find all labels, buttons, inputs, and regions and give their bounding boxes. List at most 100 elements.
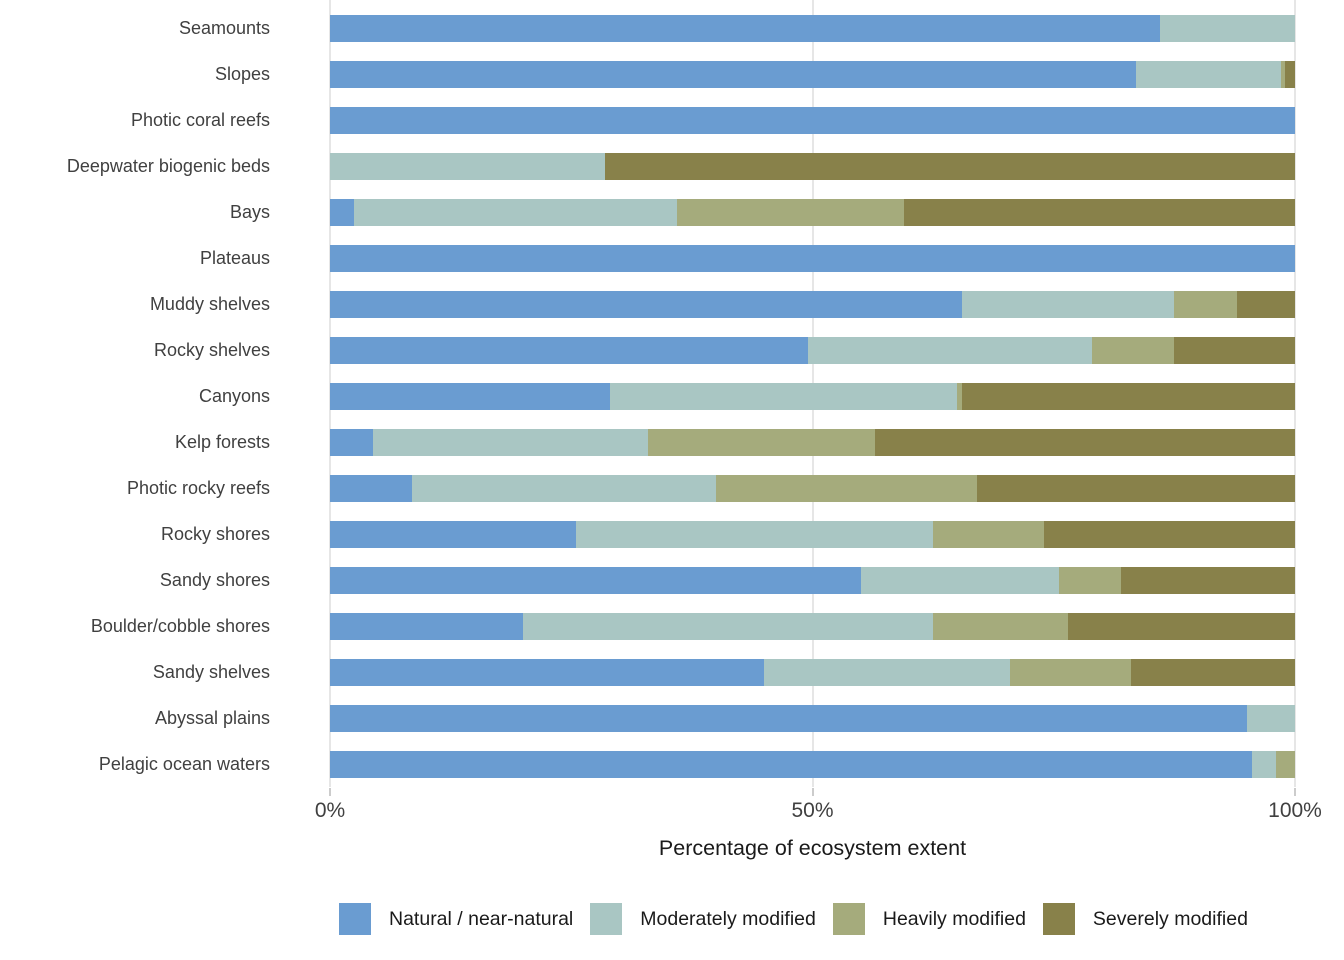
bar-row: [330, 603, 1295, 649]
category-label: Kelp forests: [174, 431, 270, 452]
bar-segment-natural-near-natural: [330, 612, 523, 640]
bar-segment-heavily-modified: [1092, 336, 1175, 364]
bar-segment-moderately-modified: [1159, 14, 1295, 42]
stacked-bar: [330, 14, 1295, 42]
bar-rows: [330, 5, 1295, 787]
bar-row: [330, 419, 1295, 465]
bar-row: [330, 557, 1295, 603]
category-label: Sandy shelves: [152, 661, 270, 682]
category-label: Bays: [229, 201, 270, 222]
bar-segment-severely-modified: [1174, 336, 1295, 364]
category-label: Deepwater biogenic beds: [66, 155, 270, 176]
bar-segment-moderately-modified: [807, 336, 1093, 364]
stacked-bar: [330, 106, 1295, 134]
category-label: Muddy shelves: [149, 293, 270, 314]
bar-segment-natural-near-natural: [330, 474, 413, 502]
bar-segment-severely-modified: [875, 428, 1295, 456]
category-label: Plateaus: [199, 247, 270, 268]
legend-label: Natural / near-natural: [389, 907, 574, 930]
category-label: Abyssal plains: [154, 707, 270, 728]
bar-row: [330, 327, 1295, 373]
bar-segment-natural-near-natural: [330, 336, 808, 364]
bar-row: [330, 373, 1295, 419]
bar-row: [330, 511, 1295, 557]
category-labels: Seamounts Slopes Photic coral reefs Deepwat…: [0, 5, 270, 787]
bar-segment-severely-modified: [1121, 566, 1295, 594]
legend-label: Moderately modified: [640, 907, 816, 930]
bar-segment-moderately-modified: [576, 520, 934, 548]
bar-segment-moderately-modified: [764, 658, 1011, 686]
bar-segment-heavily-modified: [933, 520, 1045, 548]
bar-segment-natural-near-natural: [330, 566, 861, 594]
bar-segment-severely-modified: [1130, 658, 1295, 686]
category-label: Sandy shores: [159, 569, 270, 590]
legend-item: Moderately modified: [590, 903, 816, 935]
bar-segment-natural-near-natural: [330, 60, 1136, 88]
bar-row: [330, 235, 1295, 281]
stacked-bar: [330, 428, 1295, 456]
bar-segment-severely-modified: [962, 382, 1295, 410]
category-label: Rocky shores: [160, 523, 270, 544]
stacked-bar: [330, 566, 1295, 594]
stacked-bar: [330, 750, 1295, 778]
stacked-bar: [330, 198, 1295, 226]
legend-item: Severely modified: [1042, 903, 1248, 935]
bar-segment-moderately-modified: [962, 290, 1175, 318]
category-label: Canyons: [198, 385, 270, 406]
bar-segment-heavily-modified: [933, 612, 1069, 640]
bar-row: [330, 741, 1295, 787]
bar-row: [330, 143, 1295, 189]
bar-segment-heavily-modified: [648, 428, 876, 456]
legend-swatch: [339, 903, 371, 935]
bar-segment-moderately-modified: [373, 428, 649, 456]
category-label: Photic rocky reefs: [126, 477, 270, 498]
bar-segment-severely-modified: [1285, 60, 1295, 88]
stacked-bar: [330, 290, 1295, 318]
bar-segment-severely-modified: [976, 474, 1295, 502]
x-tick-label: 0%: [314, 799, 346, 822]
bar-segment-heavily-modified: [1275, 750, 1295, 778]
bar-row: [330, 189, 1295, 235]
bar-segment-heavily-modified: [1058, 566, 1122, 594]
bar-segment-heavily-modified: [1010, 658, 1131, 686]
bar-segment-natural-near-natural: [330, 106, 1295, 134]
legend-item: Heavily modified: [832, 903, 1026, 935]
category-label: Photic coral reefs: [130, 109, 270, 130]
legend-swatch: [832, 903, 865, 935]
category-label: Seamounts: [178, 17, 270, 38]
bar-segment-heavily-modified: [1174, 290, 1238, 318]
stacked-bar: [330, 382, 1295, 410]
legend-swatch: [590, 903, 623, 935]
bar-segment-heavily-modified: [715, 474, 977, 502]
stacked-bar: [330, 336, 1295, 364]
bar-row: [330, 465, 1295, 511]
bar-segment-severely-modified: [1068, 612, 1295, 640]
bar-segment-natural-near-natural: [330, 658, 765, 686]
category-label: Rocky shelves: [153, 339, 270, 360]
bar-segment-natural-near-natural: [330, 244, 1295, 272]
x-tick-mark: [1294, 788, 1296, 796]
legend-item: Natural / near-natural: [339, 903, 573, 935]
bar-segment-severely-modified: [904, 198, 1295, 226]
bar-segment-heavily-modified: [957, 382, 963, 410]
bar-segment-moderately-modified: [860, 566, 1059, 594]
bar-segment-severely-modified: [1044, 520, 1295, 548]
bar-row: [330, 51, 1295, 97]
bar-segment-natural-near-natural: [330, 290, 963, 318]
bar-segment-moderately-modified: [1135, 60, 1281, 88]
bar-segment-natural-near-natural: [330, 520, 577, 548]
stacked-bar: [330, 244, 1295, 272]
bar-segment-natural-near-natural: [330, 428, 374, 456]
bar-row: [330, 97, 1295, 143]
bar-segment-moderately-modified: [1251, 750, 1276, 778]
bar-segment-natural-near-natural: [330, 14, 1160, 42]
bar-segment-severely-modified: [605, 152, 1295, 180]
x-tick-mark: [811, 788, 814, 796]
bar-segment-moderately-modified: [412, 474, 716, 502]
bar-segment-moderately-modified: [330, 152, 606, 180]
x-tick-label: 100%: [1268, 799, 1322, 822]
bar-segment-moderately-modified: [1246, 704, 1295, 732]
x-tick-mark: [329, 788, 331, 796]
bar-row: [330, 5, 1295, 51]
